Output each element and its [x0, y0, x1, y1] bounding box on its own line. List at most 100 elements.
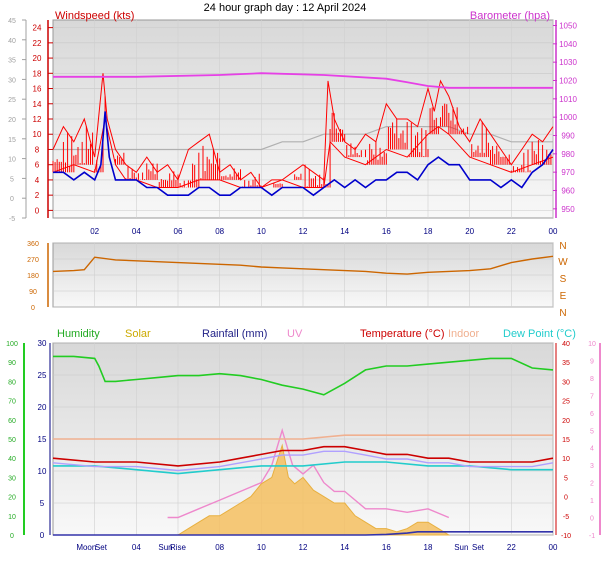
y-uv-tick-label: 5: [590, 428, 594, 435]
y-outer-tick-label: 20: [8, 117, 16, 124]
y-temp-tick-label: 20: [562, 418, 570, 425]
x-tick-label: 22: [507, 227, 516, 236]
x-tick-label: Sun: [454, 543, 468, 552]
x-tick-label: 00: [549, 227, 558, 236]
y-uv-tick-label: -1: [589, 533, 595, 540]
y-humidity-tick-label: 70: [8, 399, 16, 406]
x-tick-label: 16: [382, 227, 391, 236]
y-outer-tick-label: 5: [10, 176, 14, 183]
y-humidity-tick-label: 40: [8, 456, 16, 463]
y-uv-tick-label: 4: [590, 446, 594, 453]
x-tick-label: 04: [132, 227, 141, 236]
y-direction-tick-label: 360: [27, 241, 39, 248]
y-outer-tick-label: 40: [8, 38, 16, 45]
y-outer-tick-label: 35: [8, 58, 16, 65]
rainfall-legend: Rainfall (mm): [202, 328, 267, 340]
y-temp-tick-label: 0: [564, 495, 568, 502]
y-direction-tick-label: 180: [27, 273, 39, 280]
humidity-panel-series: [52, 355, 554, 536]
y-left-tick-label: 14: [33, 100, 42, 109]
x-tick-label: 02: [90, 227, 99, 236]
y-uv-tick-label: 7: [590, 393, 594, 400]
y-left-tick-label: 20: [33, 54, 42, 63]
y-outer-tick-label: 25: [8, 97, 16, 104]
y-right-tick-label: 1040: [559, 40, 577, 49]
y-uv-tick-label: 9: [590, 358, 594, 365]
y-humidity-tick-label: 60: [8, 418, 16, 425]
x-tick-label: 22: [507, 543, 516, 552]
y-rain-tick-label: 30: [38, 339, 47, 348]
y-humidity-tick-label: 10: [8, 514, 16, 521]
y-direction-tick-label: 0: [31, 305, 35, 312]
y-uv-tick-label: 3: [590, 463, 594, 470]
series-area-solar: [167, 443, 451, 536]
y-outer-tick-label: 10: [8, 157, 16, 164]
x-tick-label: Moon: [76, 543, 96, 552]
humidity-legend: Humidity: [57, 328, 100, 340]
compass-label: E: [560, 291, 567, 302]
y-humidity-tick-label: 80: [8, 379, 16, 386]
y-temp-tick-label: -5: [563, 514, 569, 521]
y-temp-tick-label: 25: [562, 399, 570, 406]
y-direction-tick-label: 90: [29, 289, 37, 296]
x-tick-label: Set: [472, 543, 485, 552]
x-tick-label: 16: [382, 543, 391, 552]
series-line-direction: [52, 255, 554, 275]
y-right-tick-label: 1000: [559, 113, 577, 122]
y-uv-tick-label: 8: [590, 376, 594, 383]
y-left-tick-label: 4: [35, 176, 40, 185]
y-outer-tick-label: 45: [8, 18, 16, 25]
y-left-tick-label: 8: [35, 145, 40, 154]
humidity-panel-axes: 0510152025300102030405060708090100-10-50…: [6, 339, 601, 552]
series-line-temperature: [52, 445, 554, 467]
y-right-tick-label: 990: [561, 132, 575, 141]
x-tick-label: 10: [257, 543, 266, 552]
y-outer-tick-label: -5: [9, 216, 15, 223]
compass-label: N: [559, 308, 566, 319]
y-left-tick-label: 10: [33, 130, 42, 139]
y-right-tick-label: 1010: [559, 95, 577, 104]
y-humidity-tick-label: 20: [8, 495, 16, 502]
y-rain-tick-label: 10: [38, 467, 47, 476]
x-tick-label: 12: [299, 543, 308, 552]
y-left-tick-label: 18: [33, 69, 42, 78]
y-right-tick-label: 970: [561, 168, 575, 177]
y-right-tick-label: 1020: [559, 77, 577, 86]
chart-title: 24 hour graph day : 12 April 2024: [204, 2, 367, 14]
series-line-rainfall: [53, 531, 553, 536]
y-humidity-tick-label: 50: [8, 437, 16, 444]
y-left-tick-label: 0: [35, 206, 40, 215]
y-temp-tick-label: -10: [561, 533, 571, 540]
y-right-tick-label: 960: [561, 187, 575, 196]
y-outer-tick-label: 0: [10, 196, 14, 203]
y-rain-tick-label: 25: [38, 371, 47, 380]
uv-legend: UV: [287, 328, 303, 340]
wind-panel-series: [52, 72, 554, 197]
y-outer-tick-label: 15: [8, 137, 16, 144]
x-tick-label: 14: [340, 227, 349, 236]
temperature-legend: Temperature (°C): [360, 328, 444, 340]
y-humidity-tick-label: 30: [8, 475, 16, 482]
y-temp-tick-label: 15: [562, 437, 570, 444]
y-rain-tick-label: 5: [40, 499, 45, 508]
x-tick-label: 06: [174, 227, 183, 236]
direction-panel-grid: [53, 242, 554, 308]
x-tick-label: 18: [424, 543, 433, 552]
compass-label: W: [558, 257, 568, 268]
x-tick-label: 04: [132, 543, 141, 552]
y-right-tick-label: 1050: [559, 22, 577, 31]
x-tick-label: 18: [424, 227, 433, 236]
y-uv-tick-label: 6: [590, 411, 594, 418]
y-temp-tick-label: 35: [562, 360, 570, 367]
x-tick-label: 08: [215, 227, 224, 236]
direction-panel-series: [52, 255, 554, 275]
y-temp-tick-label: 30: [562, 379, 570, 386]
y-temp-tick-label: 5: [564, 475, 568, 482]
x-tick-label: Sun: [158, 543, 172, 552]
series-line-uv: [167, 427, 450, 519]
compass-label: N: [559, 241, 566, 252]
y-uv-tick-label: 0: [590, 516, 594, 523]
x-tick-label: 10: [257, 227, 266, 236]
